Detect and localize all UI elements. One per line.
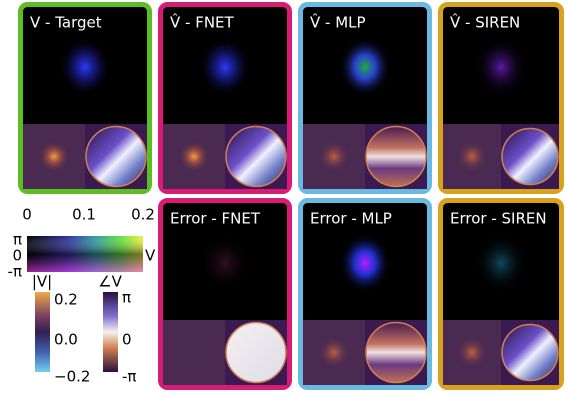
- field-blob: [475, 233, 527, 293]
- side-label: -π: [8, 263, 22, 281]
- field-blob: [59, 37, 111, 97]
- panel-title: V - Target: [30, 14, 102, 32]
- panels: V - Target V̂ - FNET V̂ - MLP V̂ - SIREN Err…: [18, 2, 564, 390]
- magnitude-image: [163, 320, 225, 385]
- top-label: 0.2: [131, 206, 155, 224]
- magnitude-colorbar: |V| 0.2 0.0 −0.2: [32, 273, 91, 386]
- colorbar-2d: 0 0.1 0.2 π 0 -π V: [8, 206, 156, 281]
- phase-colorbar: ∠V π 0 -π: [98, 273, 136, 386]
- side-label: π: [13, 231, 22, 249]
- panel-title: V̂ - FNET: [170, 13, 235, 32]
- tick-label: π: [122, 289, 131, 307]
- magnitude-blob: [178, 140, 210, 173]
- tick-label: -π: [122, 368, 136, 386]
- colorbar-label: V: [145, 247, 156, 265]
- side-label: 0: [12, 247, 22, 265]
- panel-title: V̂ - SIREN: [450, 13, 520, 32]
- panel-title: V̂ - MLP: [310, 13, 366, 32]
- field-blob: [199, 37, 251, 97]
- phase-disc: [501, 127, 559, 186]
- magnitude-blob: [456, 140, 488, 173]
- field-blob: [339, 37, 391, 97]
- colorbar-label: |V|: [32, 273, 52, 291]
- panel: V̂ - MLP: [298, 2, 432, 194]
- magnitude-blob: [38, 140, 70, 173]
- phase-disc: [225, 125, 287, 188]
- phase-disc: [225, 321, 287, 384]
- hue-map-shade: [27, 236, 143, 272]
- phase-disc: [365, 125, 427, 188]
- magnitude-blob: [456, 336, 488, 369]
- top-label: 0: [22, 206, 32, 224]
- field-blob: [475, 37, 527, 97]
- panel: Error - FNET: [158, 198, 292, 390]
- field-blob: [339, 233, 391, 293]
- panel: V̂ - SIREN: [438, 2, 564, 194]
- tick-label: 0.2: [54, 291, 78, 309]
- panel: Error - SIREN: [438, 198, 564, 390]
- field-blob: [199, 233, 251, 293]
- top-label: 0.1: [72, 206, 96, 224]
- tick-label: −0.2: [54, 368, 90, 386]
- phase-disc: [501, 323, 559, 382]
- phase-disc: [85, 125, 147, 188]
- panel-title: Error - MLP: [310, 210, 392, 228]
- magnitude-blob: [318, 336, 350, 369]
- colorbar: [35, 292, 50, 372]
- tick-label: 0: [122, 331, 132, 349]
- panel: Error - MLP: [298, 198, 432, 390]
- colorbar: [103, 292, 118, 372]
- panel: V̂ - FNET: [158, 2, 292, 194]
- tick-label: 0.0: [54, 331, 78, 349]
- colorbar-label: ∠V: [98, 273, 122, 291]
- panel-title: Error - FNET: [170, 210, 261, 228]
- panel: V - Target: [18, 2, 152, 194]
- magnitude-blob: [318, 140, 350, 173]
- phase-disc: [365, 321, 427, 384]
- panel-title: Error - SIREN: [450, 210, 547, 228]
